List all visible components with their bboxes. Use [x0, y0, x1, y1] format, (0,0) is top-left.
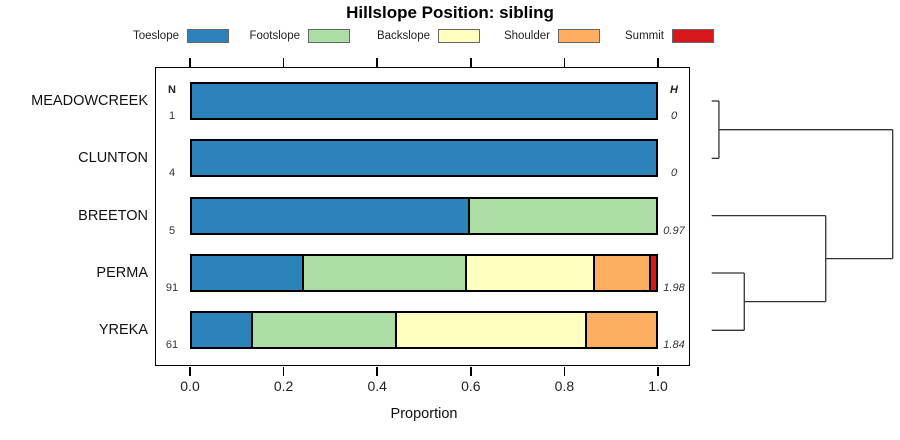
n-column-header: N [168, 84, 176, 96]
n-value: 5 [168, 224, 176, 237]
x-axis-tick [282, 367, 285, 376]
bar-segment-toeslope [192, 141, 656, 176]
h-column-header: H [670, 84, 678, 96]
bar-segment-toeslope [192, 313, 253, 348]
top-axis-tick [563, 58, 566, 67]
x-axis-tick [657, 367, 659, 376]
x-tick-label: 0.4 [367, 378, 387, 394]
row-label: CLUNTON [78, 150, 148, 167]
dendrogram [711, 100, 894, 331]
bar [190, 253, 658, 292]
bar [190, 311, 658, 350]
legend-swatch-toeslope [187, 29, 229, 43]
bar-segment-backslope [467, 255, 595, 290]
legend-label: Shoulder [503, 30, 550, 42]
x-tick-label: 0.0 [180, 378, 200, 394]
x-axis-tick [470, 367, 472, 376]
row-label: BREETON [78, 207, 148, 224]
row-label: MEADOWCREEK [31, 93, 148, 109]
n-value: 1 [168, 110, 176, 122]
legend-swatch-shoulder [558, 29, 600, 43]
chart-title: Hillslope Position: sibling [346, 3, 554, 22]
top-axis-tick [376, 58, 378, 67]
bar-segment-shoulder [594, 255, 651, 290]
h-value: 0 [670, 110, 678, 122]
bar-segment-shoulder [587, 313, 656, 348]
bar-segment-toeslope [192, 84, 656, 118]
bar [190, 139, 658, 178]
legend-label: Footslope [249, 30, 300, 42]
top-axis-tick [470, 58, 472, 67]
bar [190, 196, 658, 235]
row-label: PERMA [96, 264, 148, 281]
legend-label: Toeslope [132, 30, 179, 42]
legend-swatch-backslope [438, 29, 480, 43]
top-axis-tick [657, 58, 659, 67]
bar-segment-summit [650, 255, 656, 290]
bar-segment-footslope [470, 198, 656, 233]
bar-segment-toeslope [192, 198, 471, 233]
x-axis-tick [189, 367, 191, 376]
h-value: 0.97 [663, 224, 685, 237]
bar-segment-footslope [252, 313, 398, 348]
x-axis-tick [376, 367, 378, 376]
row-label: YREKA [98, 322, 148, 339]
h-value: 1.84 [663, 339, 685, 352]
legend-swatch-footslope [308, 29, 350, 43]
x-axis-label: Proportion [390, 406, 458, 422]
legend-swatch-summit [672, 29, 714, 43]
x-tick-label: 0.8 [554, 378, 575, 394]
bar-segment-footslope [304, 255, 468, 290]
bar [190, 82, 658, 120]
bar-segment-backslope [397, 313, 588, 348]
legend-label: Backslope [376, 30, 430, 42]
n-value: 91 [165, 281, 179, 294]
n-value: 4 [168, 167, 176, 180]
h-value: 1.98 [663, 281, 685, 294]
x-axis-tick [563, 367, 566, 376]
top-axis-tick [189, 58, 191, 67]
h-value: 0 [670, 167, 678, 180]
x-tick-label: 0.2 [273, 378, 294, 394]
top-axis-tick [282, 58, 285, 67]
x-tick-label: 0.6 [461, 378, 481, 394]
bar-segment-toeslope [192, 255, 305, 290]
legend-label: Summit [625, 30, 664, 42]
x-tick-label: 1.0 [648, 378, 668, 394]
n-value: 61 [165, 339, 179, 352]
